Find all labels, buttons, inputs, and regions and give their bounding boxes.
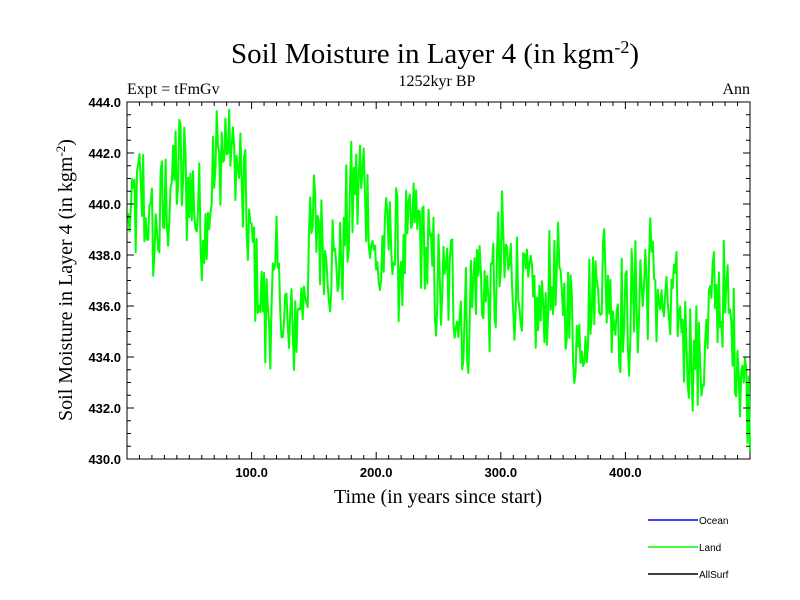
y-axis-label: Soil Moisture in Layer 4 (in kgm-2) <box>53 139 77 421</box>
legend-label-ocean: Ocean <box>699 516 728 527</box>
y-tick-label: 444.0 <box>88 95 121 110</box>
x-axis-ticks: 100.0 200.0 300.0 400.0 <box>138 102 739 480</box>
subtitle-center: 1252kyr BP <box>399 73 476 90</box>
y-tick-label: 430.0 <box>88 452 121 467</box>
x-tick-label: 100.0 <box>235 465 268 480</box>
subtitle-left: Expt = tFmGv <box>127 81 220 98</box>
x-tick-label: 400.0 <box>609 465 642 480</box>
subtitle-right: Ann <box>722 81 750 98</box>
legend-label-allsurf: AllSurf <box>699 570 729 581</box>
y-tick-label: 442.0 <box>88 146 121 161</box>
legend: Ocean Land AllSurf <box>648 516 729 581</box>
y-tick-label: 434.0 <box>88 350 121 365</box>
x-tick-label: 300.0 <box>485 465 518 480</box>
y-tick-label: 436.0 <box>88 299 121 314</box>
x-axis-label: Time (in years since start) <box>334 486 542 508</box>
y-axis-ticks: 430.0 432.0 434.0 436.0 438.0 440.0 442.0 444.0 <box>88 95 750 467</box>
legend-label-land: Land <box>699 543 721 554</box>
x-tick-label: 200.0 <box>360 465 393 480</box>
series-line-land <box>127 108 751 452</box>
chart-title: Soil Moisture in Layer 4 (in kgm-2) <box>231 37 639 70</box>
y-tick-label: 432.0 <box>88 401 121 416</box>
y-tick-label: 438.0 <box>88 248 121 263</box>
y-tick-label: 440.0 <box>88 197 121 212</box>
